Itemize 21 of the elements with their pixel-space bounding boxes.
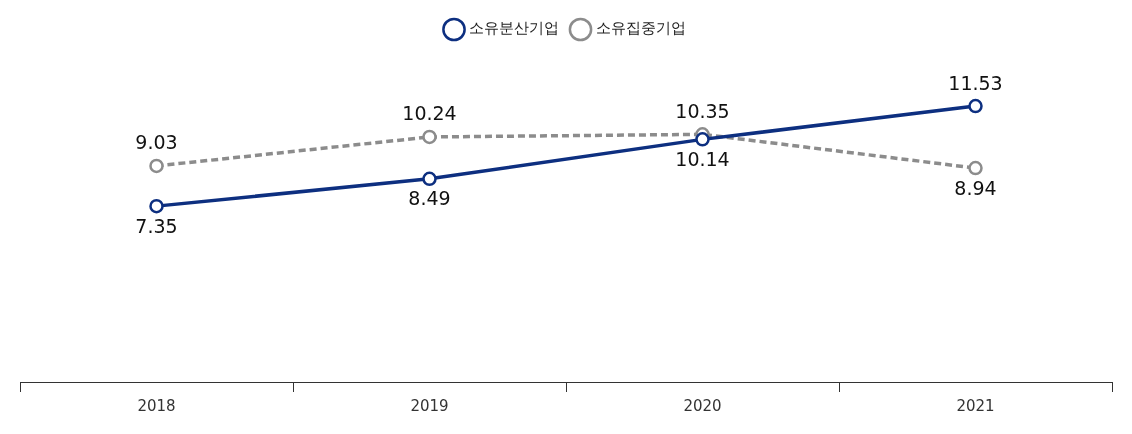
- point: [968, 160, 983, 176]
- data-label: 8.94: [954, 176, 997, 199]
- data-label: 10.14: [675, 147, 730, 170]
- point: [968, 98, 983, 114]
- x-tick-label: 2018: [137, 396, 176, 415]
- point: [422, 171, 437, 187]
- x-tick-label: 2021: [956, 396, 995, 415]
- x-tick-label: 2019: [410, 396, 449, 415]
- point: [149, 158, 164, 174]
- data-label: 11.53: [948, 71, 1003, 94]
- data-label: 10.35: [675, 99, 730, 122]
- point: [695, 132, 710, 147]
- data-label: 8.49: [408, 187, 451, 210]
- data-label: 9.03: [135, 131, 178, 154]
- data-label: 10.24: [402, 102, 457, 125]
- x-tick-label: 2020: [683, 396, 722, 415]
- point: [149, 198, 164, 214]
- legend-label: 소유집중기업: [595, 19, 686, 38]
- data-label: 7.35: [135, 214, 178, 237]
- legend-label: 소유분산기업: [469, 19, 559, 38]
- point: [422, 129, 437, 145]
